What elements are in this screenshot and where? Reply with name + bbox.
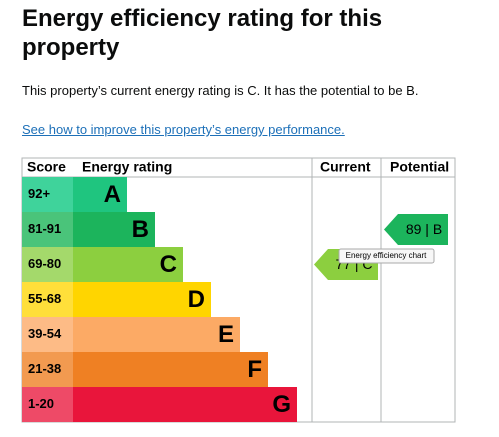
- score-label: 55-68: [28, 291, 61, 306]
- rating-bar: [73, 247, 183, 282]
- rating-bar: [73, 387, 297, 422]
- improve-link[interactable]: See how to improve this property’s energ…: [22, 122, 345, 137]
- column-header: Energy rating: [82, 159, 172, 175]
- score-label: 92+: [28, 186, 50, 201]
- rating-bar: [73, 177, 127, 212]
- rating-bar: [73, 282, 211, 317]
- score-cell: [22, 177, 73, 212]
- score-cell: [22, 387, 73, 422]
- rating-bar: [73, 317, 240, 352]
- band-letter: F: [247, 356, 262, 383]
- score-label: 81-91: [28, 221, 61, 236]
- rating-bar: [73, 352, 268, 387]
- band-letter: G: [272, 391, 291, 418]
- column-header: Current: [320, 159, 371, 175]
- band-letter: A: [104, 181, 121, 208]
- band-letter: D: [188, 286, 205, 313]
- page-title: Energy efficiency rating for this proper…: [22, 5, 383, 61]
- potential-label: 89 | B: [406, 221, 442, 237]
- score-label: 39-54: [28, 326, 62, 341]
- band-letter: B: [132, 216, 149, 243]
- rating-bar: [73, 212, 155, 247]
- score-label: 69-80: [28, 256, 61, 271]
- tooltip-box: [338, 248, 435, 264]
- score-cell: [22, 212, 73, 247]
- score-cell: [22, 247, 73, 282]
- band-letter: E: [218, 321, 234, 348]
- summary: This property’s current energy rating is…: [22, 83, 419, 98]
- score-cell: [22, 317, 73, 352]
- score-cell: [22, 352, 73, 387]
- column-header: Score: [27, 159, 66, 175]
- band-letter: C: [160, 251, 177, 278]
- score-label: 21-38: [28, 361, 61, 376]
- score-cell: [22, 282, 73, 317]
- column-header: Potential: [390, 159, 449, 175]
- score-label: 1-20: [28, 396, 54, 411]
- potential-arrow: [384, 214, 448, 245]
- tooltip-text: Energy efficiency chart: [346, 251, 428, 260]
